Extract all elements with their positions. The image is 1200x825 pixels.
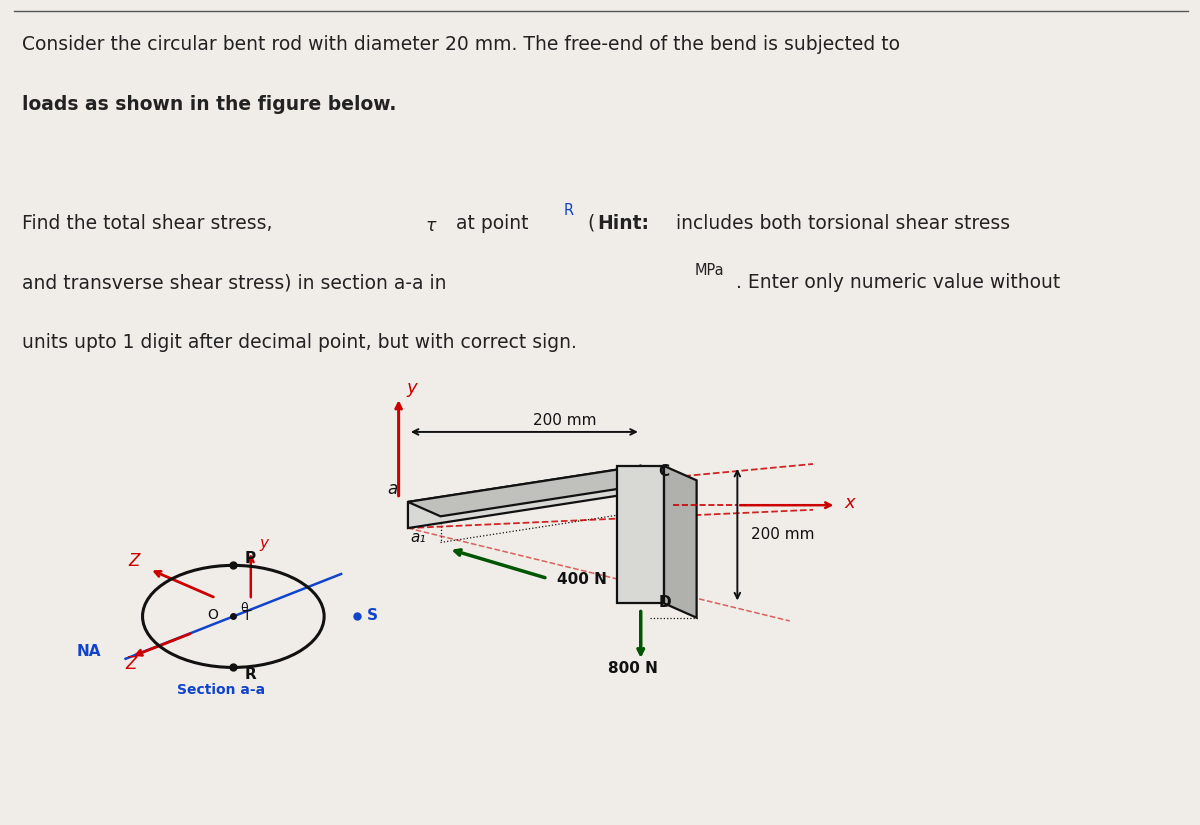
Text: θ: θ [240,602,248,615]
Text: units upto 1 digit after decimal point, but with correct sign.: units upto 1 digit after decimal point, … [22,333,576,352]
Text: at point: at point [450,214,534,233]
Text: Z: Z [128,552,140,570]
Text: Consider the circular bent rod with diameter 20 mm. The free-end of the bend is : Consider the circular bent rod with diam… [22,35,900,54]
Text: τ: τ [425,218,436,235]
Text: . Enter only numeric value without: . Enter only numeric value without [736,274,1060,293]
Text: MPa: MPa [695,263,724,278]
Text: includes both torsional shear stress: includes both torsional shear stress [670,214,1009,233]
Text: P: P [245,551,256,566]
Polygon shape [408,466,673,516]
Text: Z: Z [125,655,137,672]
Text: Section a-a: Section a-a [178,682,265,696]
Polygon shape [618,466,664,603]
Text: NA: NA [77,644,101,659]
Text: (: ( [582,214,595,233]
Text: y: y [259,535,268,551]
Polygon shape [408,466,641,528]
Text: R: R [245,667,257,682]
Text: 800 N: 800 N [607,661,658,676]
Text: T: T [242,609,251,623]
Text: and transverse shear stress) in section a-a in: and transverse shear stress) in section … [22,274,452,293]
Text: D: D [659,595,671,610]
Polygon shape [664,466,697,618]
Text: Hint:: Hint: [598,214,649,233]
Text: C: C [659,464,670,478]
Text: 200 mm: 200 mm [533,413,596,428]
Text: 200 mm: 200 mm [751,527,815,542]
Text: a: a [386,480,397,498]
Text: x: x [845,494,856,512]
Text: R: R [564,203,574,219]
Polygon shape [641,466,673,507]
Text: a₁: a₁ [410,530,426,545]
Text: Find the total shear stress,: Find the total shear stress, [22,214,278,233]
Text: S: S [367,608,378,624]
Text: y: y [407,379,418,397]
Text: 400 N: 400 N [557,572,607,587]
Text: O: O [208,608,218,622]
Text: loads as shown in the figure below.: loads as shown in the figure below. [22,95,396,114]
